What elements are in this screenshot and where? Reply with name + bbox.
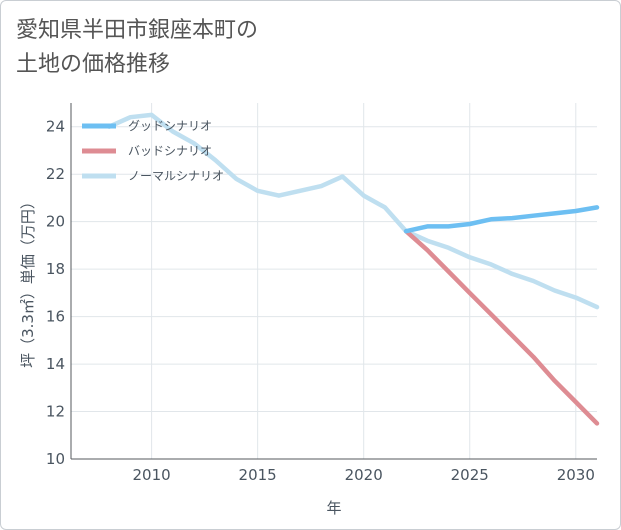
legend-label: バッドシナリオ xyxy=(128,144,212,158)
grid-lines xyxy=(71,103,597,460)
y-tick-label: 18 xyxy=(46,260,65,278)
tick-labels: 10 12 14 16 18 20 22 24 2010 2015 2020 2025 2030 xyxy=(46,118,595,484)
x-axis-label: 年 xyxy=(326,499,341,517)
y-tick-label: 16 xyxy=(46,308,65,326)
chart-title: 愛知県半田市銀座本町の 土地の価格推移 xyxy=(16,14,258,82)
axes xyxy=(70,103,597,460)
chart-title-line-2: 土地の価格推移 xyxy=(16,52,171,77)
chart-title-line-1: 愛知県半田市銀座本町の xyxy=(16,18,259,43)
series-lines xyxy=(106,112,600,426)
y-tick-label: 10 xyxy=(46,450,65,468)
x-tick-label: 2015 xyxy=(239,466,277,484)
legend-label: ノーマルシナリオ xyxy=(128,169,224,183)
x-tick-label: 2020 xyxy=(345,466,383,484)
series-line-1 xyxy=(403,228,600,426)
y-tick-label: 14 xyxy=(46,355,65,373)
y-tick-label: 22 xyxy=(46,165,65,183)
y-axis-label: 坪（3.3㎡）単価（万円） xyxy=(19,194,37,368)
x-tick-label: 2025 xyxy=(451,466,489,484)
y-tick-label: 20 xyxy=(46,213,65,231)
y-tick-label: 24 xyxy=(46,118,65,136)
y-tick-label: 12 xyxy=(46,403,65,421)
x-tick-label: 2010 xyxy=(133,466,171,484)
x-tick-label: 2030 xyxy=(557,466,595,484)
legend-label: グッドシナリオ xyxy=(128,119,212,133)
series-line-2 xyxy=(106,112,600,310)
series-line-0 xyxy=(403,205,600,234)
